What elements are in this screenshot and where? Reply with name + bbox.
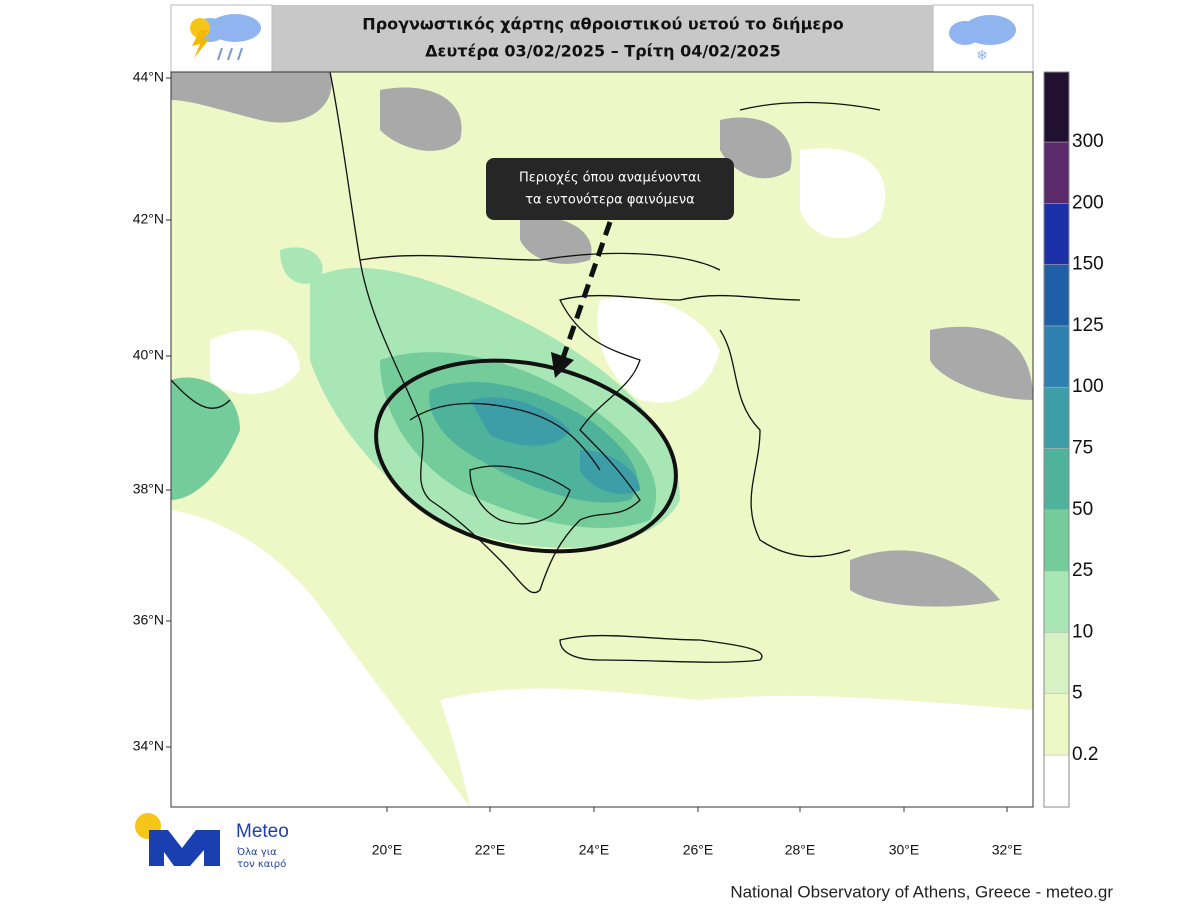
longitude-label: 22°E (475, 842, 506, 858)
colorbar-label: 100 (1072, 376, 1104, 397)
title-banner (171, 5, 1033, 72)
dry-area (800, 148, 886, 239)
longitude-label: 32°E (992, 842, 1023, 858)
colorbar-label: 150 (1072, 254, 1104, 275)
dry-area (597, 297, 720, 403)
annotation-text: τα εντονότερα φαινόμενα (525, 193, 695, 208)
colorbar-segment (1043, 71, 1070, 143)
colorbar-segment (1043, 386, 1070, 449)
colorbar-label: 10 (1072, 621, 1093, 642)
logo-name: Meteo (236, 821, 289, 842)
dry-area (210, 330, 300, 394)
colorbar-segment (1043, 141, 1070, 204)
gray-area (380, 87, 462, 151)
snow-icon: ❄ (949, 15, 1016, 64)
colorbar-segment (1043, 448, 1070, 511)
title-line: Προγνωστικός χάρτης αθροιστικού υετού το… (362, 15, 843, 34)
longitude-label: 26°E (683, 842, 714, 858)
svg-text:❄: ❄ (976, 48, 988, 64)
arrow-head (551, 352, 574, 378)
logo-tagline: τον καιρό (237, 858, 286, 870)
longitude-label: 24°E (579, 842, 610, 858)
longitude-label: 20°E (372, 842, 403, 858)
title-line: Δευτέρα 03/02/2025 – Τρίτη 04/02/2025 (425, 42, 781, 61)
footer-credit: National Observatory of Athens, Greece -… (730, 882, 1113, 901)
latitude-label: 36°N (133, 612, 164, 628)
gray-area (850, 550, 1000, 607)
precipitation-map: Περιοχές όπου αναμένονται τα εντονότερα … (171, 72, 1033, 807)
colorbar-segment (1043, 632, 1070, 694)
storm-icon (190, 14, 261, 61)
colorbar-label: 5 (1072, 683, 1083, 704)
colorbar-label: 25 (1072, 560, 1093, 581)
latitude-label: 40°N (133, 347, 164, 363)
colorbar-frame (1043, 71, 1070, 808)
rain-area (580, 450, 640, 494)
arrow-line (560, 221, 613, 359)
colorbar-label: 200 (1072, 192, 1104, 213)
colorbar-label: 300 (1072, 131, 1104, 152)
longitude-label: 30°E (889, 842, 920, 858)
colorbar-segment (1043, 509, 1070, 572)
annotation-text: Περιοχές όπου αναμένονται (519, 171, 701, 186)
gray-area (720, 117, 792, 179)
dry-area (171, 510, 470, 807)
gray-area (930, 326, 1033, 400)
latitude-label: 38°N (133, 481, 164, 497)
rain-area (171, 377, 240, 500)
latitude-label: 42°N (133, 211, 164, 227)
colorbar-label: 125 (1072, 315, 1104, 336)
latitude-label: 44°N (133, 69, 164, 85)
colorbar-segment (1043, 693, 1070, 756)
colorbar-label: 50 (1072, 499, 1093, 520)
annotation-box (486, 158, 734, 220)
colorbar-segment (1043, 570, 1070, 633)
logo-tagline: Όλα για (236, 846, 277, 858)
colorbar-segment (1043, 264, 1070, 327)
gray-area (520, 217, 592, 264)
colorbar-segment (1043, 754, 1070, 808)
latitude-label: 34°N (133, 738, 164, 754)
colorbar-segment (1043, 325, 1070, 388)
colorbar-label: 0.2 (1072, 744, 1098, 765)
rain-area (470, 397, 570, 446)
map-frame (170, 71, 1034, 808)
rain-area (280, 247, 323, 284)
dry-area (440, 688, 1033, 807)
colorbar-segment (1043, 203, 1070, 265)
longitude-label: 28°E (785, 842, 816, 858)
coastline (171, 72, 881, 663)
colorbar-label: 75 (1072, 438, 1093, 459)
highlight-ellipse (374, 358, 678, 554)
meteo-logo (135, 813, 220, 866)
gray-area (171, 72, 332, 123)
